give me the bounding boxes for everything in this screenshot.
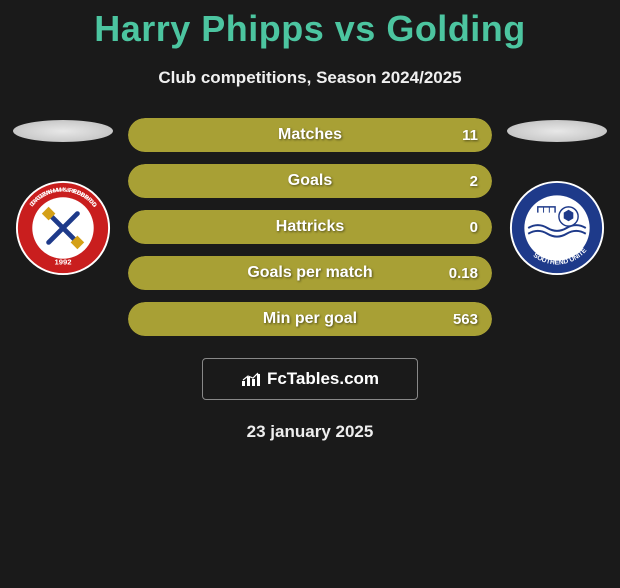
brand-text: FcTables.com [267, 369, 379, 389]
right-club-badge: SOUTHEND UNITED [509, 180, 605, 276]
stat-bar-matches: Matches 11 [128, 118, 492, 152]
left-club-badge: DAGENHAM & REDBRIDGE FC DAGENHAM & REDBR… [15, 180, 111, 276]
subtitle: Club competitions, Season 2024/2025 [0, 68, 620, 88]
right-player-col: SOUTHEND UNITED [502, 118, 612, 276]
chart-icon [241, 371, 261, 387]
stat-value-right: 0 [470, 219, 478, 236]
stat-value-right: 11 [462, 127, 478, 144]
brand-box[interactable]: FcTables.com [202, 358, 418, 400]
stat-label: Hattricks [276, 218, 344, 236]
main-row: DAGENHAM & REDBRIDGE FC DAGENHAM & REDBR… [0, 118, 620, 348]
stat-bar-min-per-goal: Min per goal 563 [128, 302, 492, 336]
stat-label: Goals [288, 172, 332, 190]
comparison-widget: Harry Phipps vs Golding Club competition… [0, 8, 620, 442]
stat-value-right: 563 [453, 311, 478, 328]
stat-bar-hattricks: Hattricks 0 [128, 210, 492, 244]
brand-logo: FcTables.com [241, 369, 379, 389]
left-player-placeholder [13, 120, 113, 142]
page-title: Harry Phipps vs Golding [0, 8, 620, 50]
date-line: 23 january 2025 [0, 422, 620, 442]
stat-label: Min per goal [263, 310, 357, 328]
stat-label: Matches [278, 126, 342, 144]
left-player-col: DAGENHAM & REDBRIDGE FC DAGENHAM & REDBR… [8, 118, 118, 276]
stat-bar-goals-per-match: Goals per match 0.18 [128, 256, 492, 290]
svg-text:1992: 1992 [54, 257, 71, 266]
stats-column: Matches 11 Goals 2 Hattricks 0 Goals per match… [118, 118, 502, 348]
stat-bar-goals: Goals 2 [128, 164, 492, 198]
stat-label: Goals per match [247, 264, 372, 282]
right-player-placeholder [507, 120, 607, 142]
stat-value-right: 0.18 [449, 265, 478, 282]
stat-value-right: 2 [470, 173, 478, 190]
